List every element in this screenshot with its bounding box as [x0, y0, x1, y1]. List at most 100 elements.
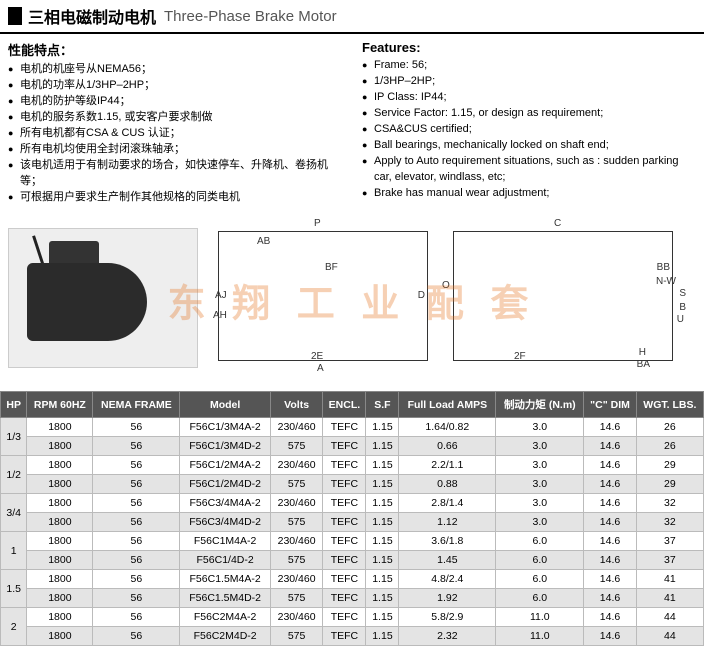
table-cell: 29 — [636, 456, 703, 475]
table-cell: F56C1.5M4D-2 — [180, 589, 270, 608]
table-cell: 14.6 — [584, 532, 636, 551]
table-cell: 56 — [93, 627, 180, 646]
image-row: P AB BF AJ AH D 2E A C O BB N-W S B U 2F… — [0, 209, 704, 391]
table-cell: 575 — [270, 475, 323, 494]
feature-item: IP Class: IP44; — [362, 90, 696, 106]
table-cell: 2.2/1.1 — [399, 456, 496, 475]
table-cell: TEFC — [323, 494, 366, 513]
table-cell: 14.6 — [584, 627, 636, 646]
table-body: 1/3180056F56C1/3M4A-2230/460TEFC1.151.64… — [1, 418, 704, 646]
table-row: 180056F56C1/2M4D-2575TEFC1.150.883.014.6… — [1, 475, 704, 494]
dim-AH: AH — [213, 310, 227, 321]
table-cell: 14.6 — [584, 551, 636, 570]
table-cell: F56C1/2M4A-2 — [180, 456, 270, 475]
table-cell: 1800 — [27, 494, 93, 513]
table-cell: 14.6 — [584, 418, 636, 437]
table-cell: 3.0 — [496, 456, 584, 475]
table-row: 180056F56C2M4D-2575TEFC1.152.3211.014.64… — [1, 627, 704, 646]
table-cell: 56 — [93, 608, 180, 627]
table-header-cell: ENCL. — [323, 392, 366, 418]
table-cell: 26 — [636, 418, 703, 437]
dim-NW: N-W — [656, 276, 676, 287]
feature-item: Brake has manual wear adjustment; — [362, 186, 696, 202]
hp-cell: 1 — [1, 532, 27, 570]
spec-table: HPRPM 60HZNEMA FRAMEModelVoltsENCL.S.FFu… — [0, 391, 704, 646]
table-cell: F56C3/4M4D-2 — [180, 513, 270, 532]
table-cell: 3.0 — [496, 418, 584, 437]
table-header-cell: Volts — [270, 392, 323, 418]
table-row: 1/3180056F56C1/3M4A-2230/460TEFC1.151.64… — [1, 418, 704, 437]
table-cell: 575 — [270, 589, 323, 608]
table-cell: 56 — [93, 418, 180, 437]
table-row: 3/4180056F56C3/4M4A-2230/460TEFC1.152.8/… — [1, 494, 704, 513]
table-cell: 1.64/0.82 — [399, 418, 496, 437]
hp-cell: 1.5 — [1, 570, 27, 608]
dim-2F: 2F — [514, 351, 526, 362]
motor-body — [27, 263, 147, 341]
table-cell: 6.0 — [496, 589, 584, 608]
table-cell: 56 — [93, 513, 180, 532]
dim-A: A — [317, 363, 324, 374]
table-cell: 3.0 — [496, 475, 584, 494]
table-cell: 230/460 — [270, 570, 323, 589]
table-cell: F56C1/2M4D-2 — [180, 475, 270, 494]
table-cell: 6.0 — [496, 551, 584, 570]
table-header-cell: 制动力矩 (N.m) — [496, 392, 584, 418]
table-cell: 3.0 — [496, 494, 584, 513]
table-cell: 14.6 — [584, 513, 636, 532]
table-cell: 1800 — [27, 437, 93, 456]
title-bar: 三相电磁制动电机 Three-Phase Brake Motor — [0, 0, 704, 34]
table-cell: 1.15 — [366, 551, 399, 570]
table-row: 180056F56C3/4M4D-2575TEFC1.151.123.014.6… — [1, 513, 704, 532]
table-cell: 56 — [93, 589, 180, 608]
table-cell: F56C1/3M4D-2 — [180, 437, 270, 456]
table-cell: 56 — [93, 494, 180, 513]
table-cell: 14.6 — [584, 570, 636, 589]
table-cell: 1.15 — [366, 456, 399, 475]
table-cell: TEFC — [323, 570, 366, 589]
table-cell: 0.88 — [399, 475, 496, 494]
table-header-cell: Full Load AMPS — [399, 392, 496, 418]
dim-AJ: AJ — [215, 290, 227, 301]
table-cell: 3.0 — [496, 437, 584, 456]
table-cell: 1.15 — [366, 608, 399, 627]
dim-2E: 2E — [311, 351, 323, 362]
feature-item: 电机的机座号从NEMA56； — [8, 62, 342, 78]
table-cell: F56C1.5M4A-2 — [180, 570, 270, 589]
table-cell: 1800 — [27, 589, 93, 608]
table-cell: F56C2M4D-2 — [180, 627, 270, 646]
table-cell: 14.6 — [584, 437, 636, 456]
table-cell: 56 — [93, 551, 180, 570]
table-header-cell: RPM 60HZ — [27, 392, 93, 418]
table-cell: 14.6 — [584, 494, 636, 513]
table-cell: 575 — [270, 437, 323, 456]
title-marker — [8, 7, 22, 25]
table-cell: 44 — [636, 627, 703, 646]
feature-item: 可根据用户要求生产制作其他规格的同类电机 — [8, 190, 342, 206]
features-left: 性能特点： 电机的机座号从NEMA56；电机的功率从1/3HP–2HP；电机的防… — [8, 40, 342, 205]
feature-item: 电机的功率从1/3HP–2HP； — [8, 78, 342, 94]
table-cell: 37 — [636, 551, 703, 570]
table-cell: 41 — [636, 589, 703, 608]
table-cell: 2.8/1.4 — [399, 494, 496, 513]
table-cell: 1.15 — [366, 532, 399, 551]
table-cell: TEFC — [323, 589, 366, 608]
dim-S: S — [679, 288, 686, 299]
table-cell: 230/460 — [270, 456, 323, 475]
table-cell: TEFC — [323, 475, 366, 494]
dim-H: H — [639, 347, 646, 358]
table-cell: 14.6 — [584, 608, 636, 627]
table-cell: 230/460 — [270, 608, 323, 627]
table-cell: 575 — [270, 551, 323, 570]
table-cell: 5.8/2.9 — [399, 608, 496, 627]
table-row: 1/2180056F56C1/2M4A-2230/460TEFC1.152.2/… — [1, 456, 704, 475]
table-cell: 11.0 — [496, 608, 584, 627]
table-cell: 575 — [270, 627, 323, 646]
table-cell: 2.32 — [399, 627, 496, 646]
dim-BF: BF — [325, 262, 338, 273]
table-cell: 6.0 — [496, 570, 584, 589]
table-cell: F56C3/4M4A-2 — [180, 494, 270, 513]
features-left-heading: 性能特点： — [8, 40, 342, 59]
feature-item: 电机的服务系数1.15, 或安客户要求制做 — [8, 110, 342, 126]
table-cell: 11.0 — [496, 627, 584, 646]
